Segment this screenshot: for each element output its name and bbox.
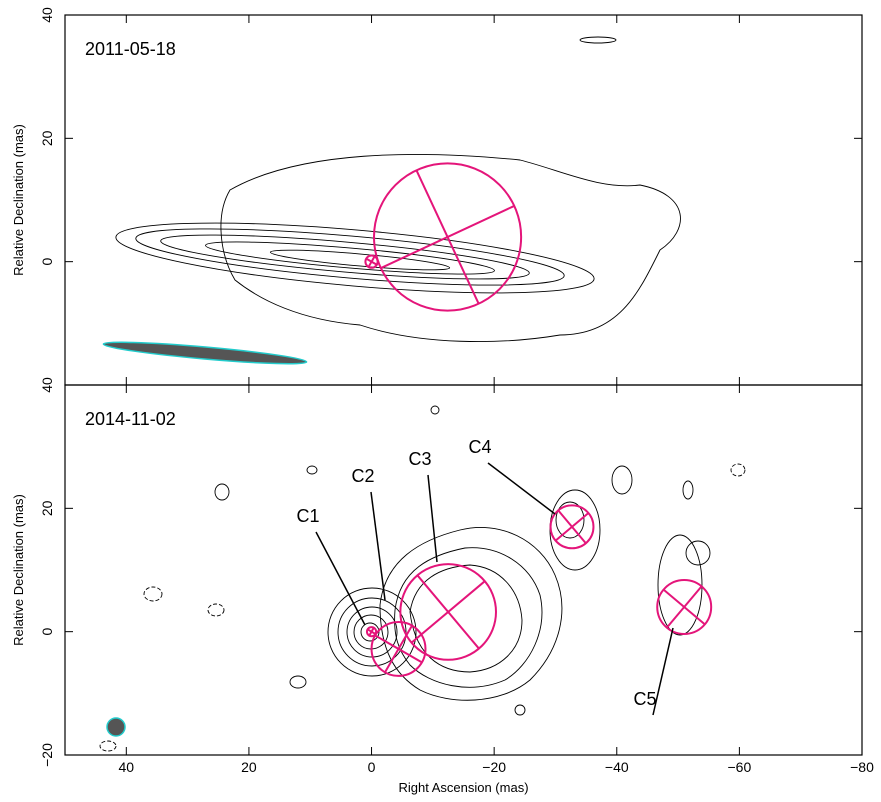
contour — [379, 526, 563, 701]
component-axis — [415, 169, 480, 305]
x-tick-label: 0 — [368, 759, 376, 775]
contour — [555, 501, 585, 539]
panel-title: 2014-11-02 — [85, 409, 176, 429]
contour — [579, 36, 617, 44]
plot-frame — [64, 384, 863, 756]
contour — [685, 540, 711, 566]
contour — [99, 740, 117, 752]
x-tick-label: 40 — [119, 759, 135, 775]
component-axis — [557, 509, 587, 544]
x-tick-label: −40 — [605, 759, 629, 775]
component-label: C3 — [408, 449, 431, 469]
component — [549, 504, 595, 550]
beam — [106, 717, 126, 737]
component — [399, 563, 497, 661]
contours-top — [102, 36, 681, 365]
panel-title: 2011-05-18 — [85, 39, 176, 59]
component-axis — [367, 255, 376, 268]
y-tick-label: 0 — [39, 258, 55, 266]
x-tick-label: −20 — [482, 759, 506, 775]
contour — [135, 228, 565, 286]
y-tick-label: 20 — [39, 130, 55, 146]
component-label: C2 — [351, 466, 374, 486]
contour — [143, 586, 163, 602]
x-tick-label: −80 — [850, 759, 874, 775]
y-tick-label: 40 — [39, 377, 55, 393]
contour — [115, 222, 595, 294]
y-axis-label: Relative Declination (mas) — [11, 124, 26, 276]
component-label: C1 — [296, 506, 319, 526]
contour — [306, 465, 318, 475]
y-tick-label: −20 — [39, 743, 55, 767]
contour — [337, 597, 407, 667]
contour — [220, 153, 681, 343]
component-label: C4 — [468, 437, 491, 457]
leader-line — [315, 531, 366, 626]
component-axis — [416, 574, 480, 650]
y-axis-label: Relative Declination (mas) — [11, 494, 26, 646]
contour — [657, 534, 703, 636]
contour — [160, 234, 530, 280]
contour — [207, 603, 225, 617]
leader-line — [427, 474, 438, 563]
y-tick-label: 20 — [39, 500, 55, 516]
y-tick-label: 40 — [39, 7, 55, 23]
beam — [102, 341, 308, 365]
contour — [269, 249, 451, 271]
component — [370, 620, 427, 677]
contour — [682, 480, 694, 500]
component-axis — [368, 627, 375, 637]
contour — [327, 587, 417, 677]
x-tick-label: −60 — [728, 759, 752, 775]
component-axis — [666, 585, 703, 629]
component-axis — [384, 625, 413, 673]
leader-line — [652, 627, 674, 716]
x-axis-label: Right Ascension (mas) — [398, 780, 528, 795]
contour — [730, 463, 746, 477]
component-label: C5 — [633, 689, 656, 709]
x-tick-label: 20 — [241, 759, 257, 775]
component — [372, 162, 523, 312]
y-tick-label: 0 — [39, 628, 55, 636]
leader-line — [370, 491, 386, 601]
contour — [514, 704, 526, 716]
contour — [360, 622, 380, 642]
plot-frame — [64, 14, 863, 386]
contour — [394, 547, 543, 688]
component — [365, 626, 378, 638]
contour — [409, 564, 523, 673]
contour — [214, 483, 230, 501]
contour — [611, 465, 633, 495]
contour — [205, 241, 495, 275]
contour — [289, 675, 307, 689]
contour — [430, 405, 440, 415]
leader-line — [487, 462, 556, 515]
component — [656, 579, 713, 635]
